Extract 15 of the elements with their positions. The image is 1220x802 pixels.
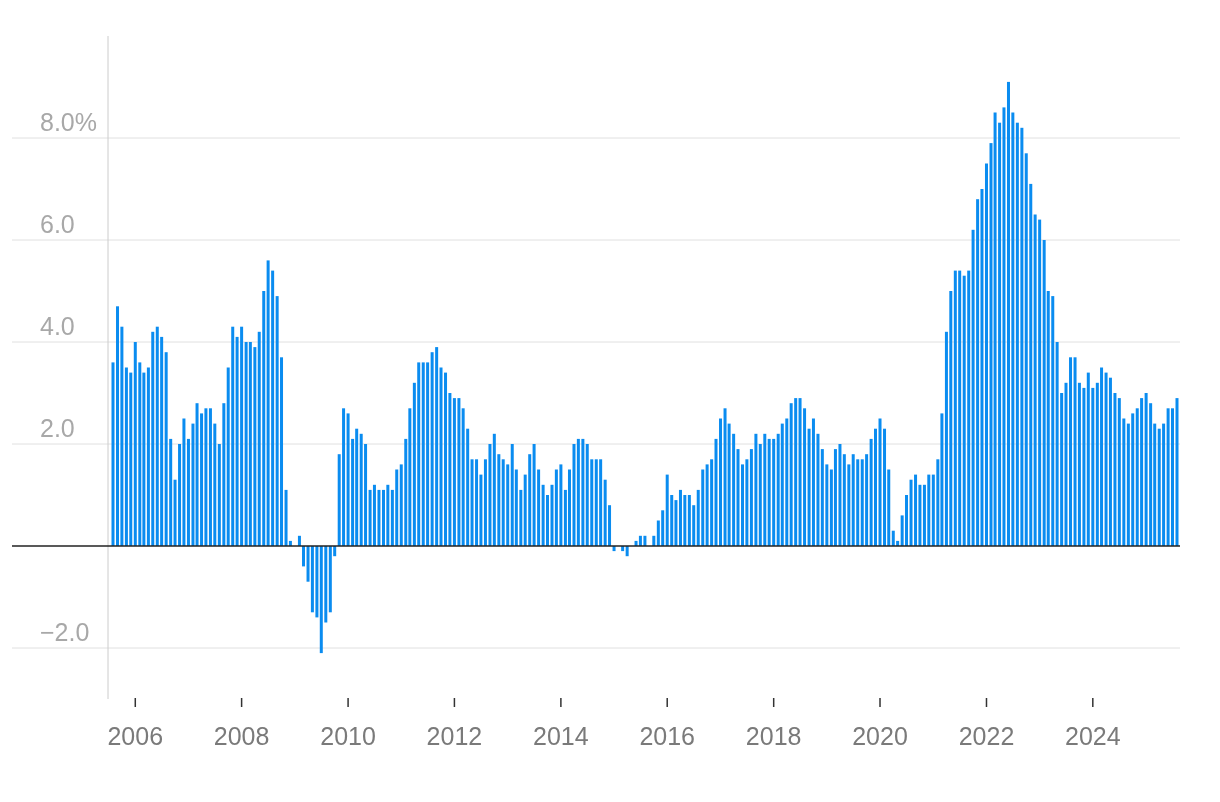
y-tick-label: −2.0 bbox=[40, 618, 90, 646]
y-tick-label: 6.0 bbox=[40, 210, 75, 238]
x-tick-label: 2016 bbox=[639, 722, 696, 750]
x-tick-label: 2018 bbox=[745, 722, 802, 750]
x-tick-label: 2022 bbox=[958, 722, 1015, 750]
x-tick-label: 2014 bbox=[533, 722, 589, 750]
x-tick-label: 2008 bbox=[213, 722, 270, 750]
x-tick-label: 2024 bbox=[1065, 722, 1121, 750]
x-tick-label: 2010 bbox=[320, 722, 376, 750]
y-tick-label: 8.0% bbox=[40, 108, 97, 136]
x-tick-label: 2012 bbox=[426, 722, 483, 750]
y-tick-label: 4.0 bbox=[40, 312, 75, 340]
y-tick-label: 2.0 bbox=[40, 414, 75, 442]
x-tick-label: 2006 bbox=[107, 722, 164, 750]
x-tick-label: 2020 bbox=[852, 722, 908, 750]
